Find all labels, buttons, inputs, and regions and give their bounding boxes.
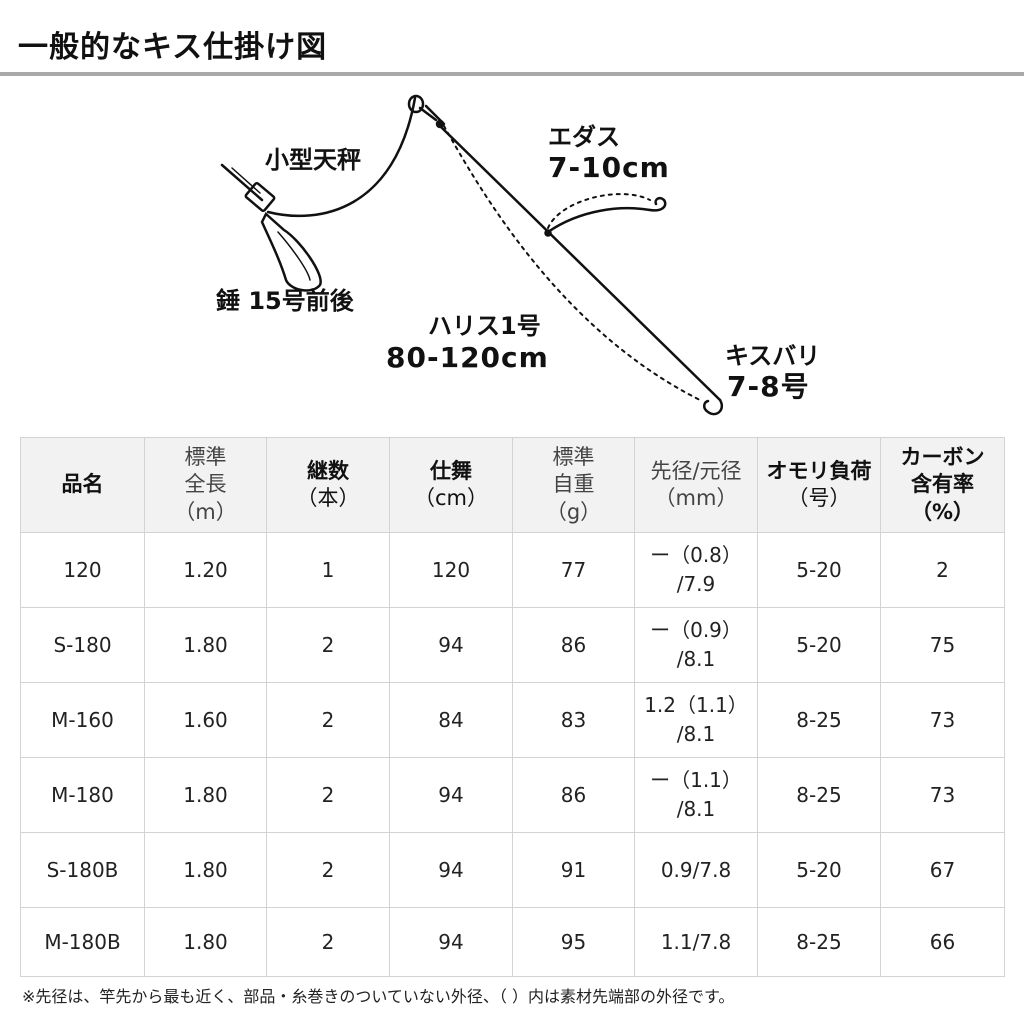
cell-pieces: 2 (266, 607, 390, 683)
label-hook-name: キスバリ (725, 342, 821, 370)
cell-diameter: 1.2（1.1）/8.1 (634, 682, 758, 758)
cell-weight: 91 (512, 832, 635, 908)
sinker-inner (277, 231, 311, 281)
cell-pieces: 1 (266, 532, 390, 608)
title-divider (0, 72, 1024, 76)
cell-closed: 94 (389, 757, 513, 833)
table-row: S-180B 1.80 2 94 91 0.9/7.8 5-20 67 (20, 832, 1005, 908)
cell-length: 1.20 (144, 532, 267, 608)
cell-weight: 86 (512, 607, 635, 683)
cell-carbon: 66 (880, 907, 1005, 977)
cell-sinker: 8-25 (757, 757, 881, 833)
table-header-row: 品名 標準 全長 （m） 継数 （本） 仕舞 （cm） 標準 自重 （g） 先径/元径 （mm… (20, 437, 1005, 533)
cell-length: 1.60 (144, 682, 267, 758)
cell-diameter: 1.1/7.8 (634, 907, 758, 977)
header-name: 品名 (20, 437, 145, 533)
header-diameter: 先径/元径 （mm） (634, 437, 758, 533)
cell-length: 1.80 (144, 832, 267, 908)
cell-closed: 84 (389, 682, 513, 758)
cell-length: 1.80 (144, 757, 267, 833)
header-length: 標準 全長 （m） (144, 437, 267, 533)
main-line-inner (231, 167, 261, 194)
cell-pieces: 2 (266, 682, 390, 758)
cell-weight: 86 (512, 757, 635, 833)
cell-length: 1.80 (144, 907, 267, 977)
cell-diameter: ー（1.1）/8.1 (634, 757, 758, 833)
cell-name: M-180B (20, 907, 145, 977)
edasu-hook (648, 196, 667, 212)
cell-name: S-180B (20, 832, 145, 908)
cell-name: S-180 (20, 607, 145, 683)
label-harisu-name: ハリス1号 (428, 312, 541, 340)
table-row: S-180 1.80 2 94 86 ー（0.9）/8.1 5-20 75 (20, 607, 1005, 683)
cell-pieces: 2 (266, 757, 390, 833)
label-tenbin: 小型天秤 (265, 146, 361, 174)
label-harisu-length: 80-120cm (386, 341, 549, 374)
kisu-hook (703, 398, 724, 416)
cell-carbon: 75 (880, 607, 1005, 683)
cell-sinker: 5-20 (757, 532, 881, 608)
cell-carbon: 73 (880, 682, 1005, 758)
header-sinker-load: オモリ負荷 （号） (757, 437, 881, 533)
cell-carbon: 2 (880, 532, 1005, 608)
cell-name: M-180 (20, 757, 145, 833)
table-row: M-180 1.80 2 94 86 ー（1.1）/8.1 8-25 73 (20, 757, 1005, 833)
header-carbon: カーボン 含有率 （%） (880, 437, 1005, 533)
cell-closed: 94 (389, 832, 513, 908)
cell-sinker: 8-25 (757, 682, 881, 758)
header-closed-length: 仕舞 （cm） (389, 437, 513, 533)
cell-sinker: 8-25 (757, 907, 881, 977)
label-sinker: 錘 15号前後 (216, 287, 354, 315)
cell-closed: 120 (389, 532, 513, 608)
header-pieces: 継数 （本） (266, 437, 390, 533)
cell-pieces: 2 (266, 907, 390, 977)
header-weight: 標準 自重 （g） (512, 437, 635, 533)
cell-pieces: 2 (266, 832, 390, 908)
table-row: M-180B 1.80 2 94 95 1.1/7.8 8-25 66 (20, 907, 1005, 977)
cell-diameter: ー（0.9）/8.1 (634, 607, 758, 683)
cell-carbon: 73 (880, 757, 1005, 833)
sinker (260, 211, 322, 292)
edasu-line (546, 207, 652, 234)
page-title: 一般的なキス仕掛け図 (18, 30, 328, 65)
label-edasu-name: エダス (548, 123, 620, 151)
cell-closed: 94 (389, 607, 513, 683)
cell-weight: 77 (512, 532, 635, 608)
cell-length: 1.80 (144, 607, 267, 683)
tenbin-arm (266, 96, 417, 218)
table-row: 120 1.20 1 120 77 ー（0.8）/7.9 5-20 2 (20, 532, 1005, 608)
main-line (220, 163, 264, 202)
cell-weight: 95 (512, 907, 635, 977)
cell-sinker: 5-20 (757, 832, 881, 908)
label-edasu-length: 7-10cm (548, 151, 670, 184)
swivel-ring (407, 94, 425, 114)
edasu-dotted (547, 193, 651, 229)
rig-diagram (220, 94, 724, 416)
cell-name: 120 (20, 532, 145, 608)
cell-diameter: 0.9/7.8 (634, 832, 758, 908)
footnote: ※先径は、竿先から最も近く、部品・糸巻きのついていない外径、（ ）内は素材先端部… (22, 987, 735, 1006)
cell-closed: 94 (389, 907, 513, 977)
table-row: M-160 1.60 2 84 83 1.2（1.1）/8.1 8-25 73 (20, 682, 1005, 758)
harisu-dotted (443, 125, 701, 401)
tenbin-swivel (244, 181, 276, 213)
harisu-line (438, 124, 722, 402)
edasu-knot (544, 229, 552, 237)
cell-sinker: 5-20 (757, 607, 881, 683)
label-hook-size: 7-8号 (727, 370, 810, 403)
cell-diameter: ー（0.8）/7.9 (634, 532, 758, 608)
cell-name: M-160 (20, 682, 145, 758)
cell-weight: 83 (512, 682, 635, 758)
cell-carbon: 67 (880, 832, 1005, 908)
spec-table: 品名 標準 全長 （m） 継数 （本） 仕舞 （cm） 標準 自重 （g） 先径/元径 （mm… (20, 437, 1005, 977)
